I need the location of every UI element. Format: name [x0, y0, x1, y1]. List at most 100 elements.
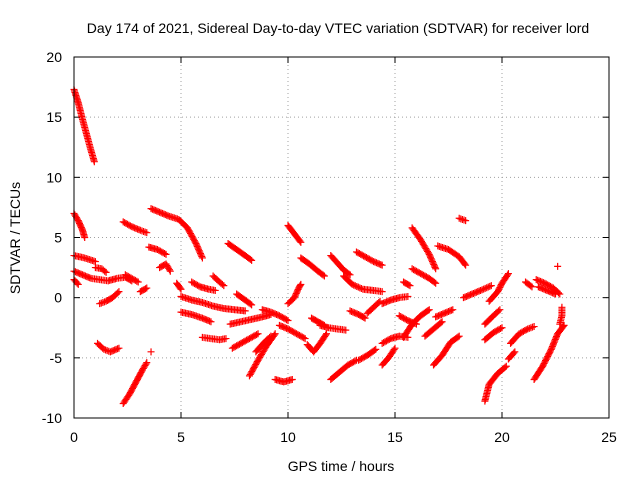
- data-point: [351, 357, 359, 365]
- data-point: [115, 344, 123, 352]
- data-point: [300, 334, 308, 342]
- data-point: [462, 261, 470, 269]
- data-point: [360, 313, 368, 321]
- data-point: [138, 227, 146, 235]
- data-point: [462, 217, 470, 225]
- data-point: [478, 286, 486, 294]
- data-point: [222, 335, 230, 343]
- data-point: [455, 332, 463, 340]
- data-points: [70, 85, 568, 408]
- data-point: [248, 256, 256, 264]
- y-tick-label: 20: [46, 49, 62, 65]
- y-tick-label: -5: [50, 350, 63, 366]
- data-point: [461, 260, 469, 268]
- data-point: [283, 316, 291, 324]
- data-point: [346, 271, 354, 279]
- x-tick-label: 10: [280, 429, 296, 445]
- data-point: [136, 226, 144, 234]
- data-point: [483, 284, 491, 292]
- data-point: [97, 299, 105, 307]
- data-point: [270, 331, 278, 339]
- data-point: [437, 319, 445, 327]
- x-tick-label: 25: [601, 429, 617, 445]
- data-point: [114, 345, 122, 353]
- data-point: [297, 280, 305, 288]
- data-point: [73, 279, 81, 287]
- data-point: [253, 331, 261, 339]
- data-point: [406, 282, 414, 290]
- data-point: [425, 306, 433, 314]
- data-point: [487, 282, 495, 290]
- data-point: [246, 255, 254, 263]
- data-point: [141, 228, 149, 236]
- axis-ticks: 0 5 10 15 20 25 -10 -5 0 5 10 15 20: [42, 49, 617, 445]
- data-point: [142, 360, 150, 368]
- data-point: [530, 323, 538, 331]
- data-point: [475, 287, 483, 295]
- data-point: [528, 283, 536, 291]
- data-point: [377, 261, 385, 269]
- data-point: [438, 318, 446, 326]
- data-point: [176, 284, 184, 292]
- y-tick-label: 5: [54, 230, 62, 246]
- data-point: [449, 306, 457, 314]
- data-point: [430, 278, 438, 286]
- data-point: [114, 289, 122, 297]
- data-point: [288, 375, 296, 383]
- x-tick-label: 5: [177, 429, 185, 445]
- y-tick-label: 15: [46, 109, 62, 125]
- data-point: [165, 266, 173, 274]
- data-point: [246, 300, 254, 308]
- data-point: [504, 270, 512, 278]
- data-point: [143, 229, 151, 237]
- data-point: [271, 330, 279, 338]
- data-point: [502, 362, 510, 370]
- data-point: [345, 270, 353, 278]
- data-point: [350, 281, 358, 289]
- data-point: [455, 214, 463, 222]
- data-point: [405, 281, 413, 289]
- data-point: [391, 344, 399, 352]
- data-point: [522, 326, 530, 334]
- data-point: [198, 254, 206, 262]
- y-tick-label: 10: [46, 169, 62, 185]
- data-point: [133, 277, 141, 285]
- data-point: [554, 289, 562, 297]
- data-point: [134, 278, 142, 286]
- data-point: [267, 332, 275, 340]
- data-point: [266, 333, 274, 341]
- data-point: [342, 326, 350, 334]
- data-point: [504, 271, 512, 279]
- data-point: [432, 279, 440, 287]
- data-point: [74, 280, 82, 288]
- data-point: [296, 282, 304, 290]
- data-point: [481, 284, 489, 292]
- data-point: [319, 271, 327, 279]
- data-point: [524, 325, 532, 333]
- x-tick-label: 15: [387, 429, 403, 445]
- x-tick-label: 0: [70, 429, 78, 445]
- data-point: [211, 286, 219, 294]
- data-point: [354, 283, 362, 291]
- data-point: [254, 330, 262, 338]
- data-point: [372, 345, 380, 353]
- data-point: [297, 238, 305, 246]
- data-point: [351, 282, 359, 290]
- x-tick-label: 20: [494, 429, 510, 445]
- x-axis-label: GPS time / hours: [288, 458, 395, 474]
- grid: [74, 57, 609, 418]
- data-point: [496, 306, 504, 314]
- data-point: [550, 289, 558, 297]
- data-point: [375, 298, 383, 306]
- data-point: [378, 261, 386, 269]
- data-point: [447, 306, 455, 314]
- data-point: [497, 325, 505, 333]
- data-point: [147, 348, 155, 356]
- data-point: [528, 323, 536, 331]
- data-point: [284, 317, 292, 325]
- data-point: [560, 321, 568, 329]
- data-point: [477, 286, 485, 294]
- data-point: [323, 330, 331, 338]
